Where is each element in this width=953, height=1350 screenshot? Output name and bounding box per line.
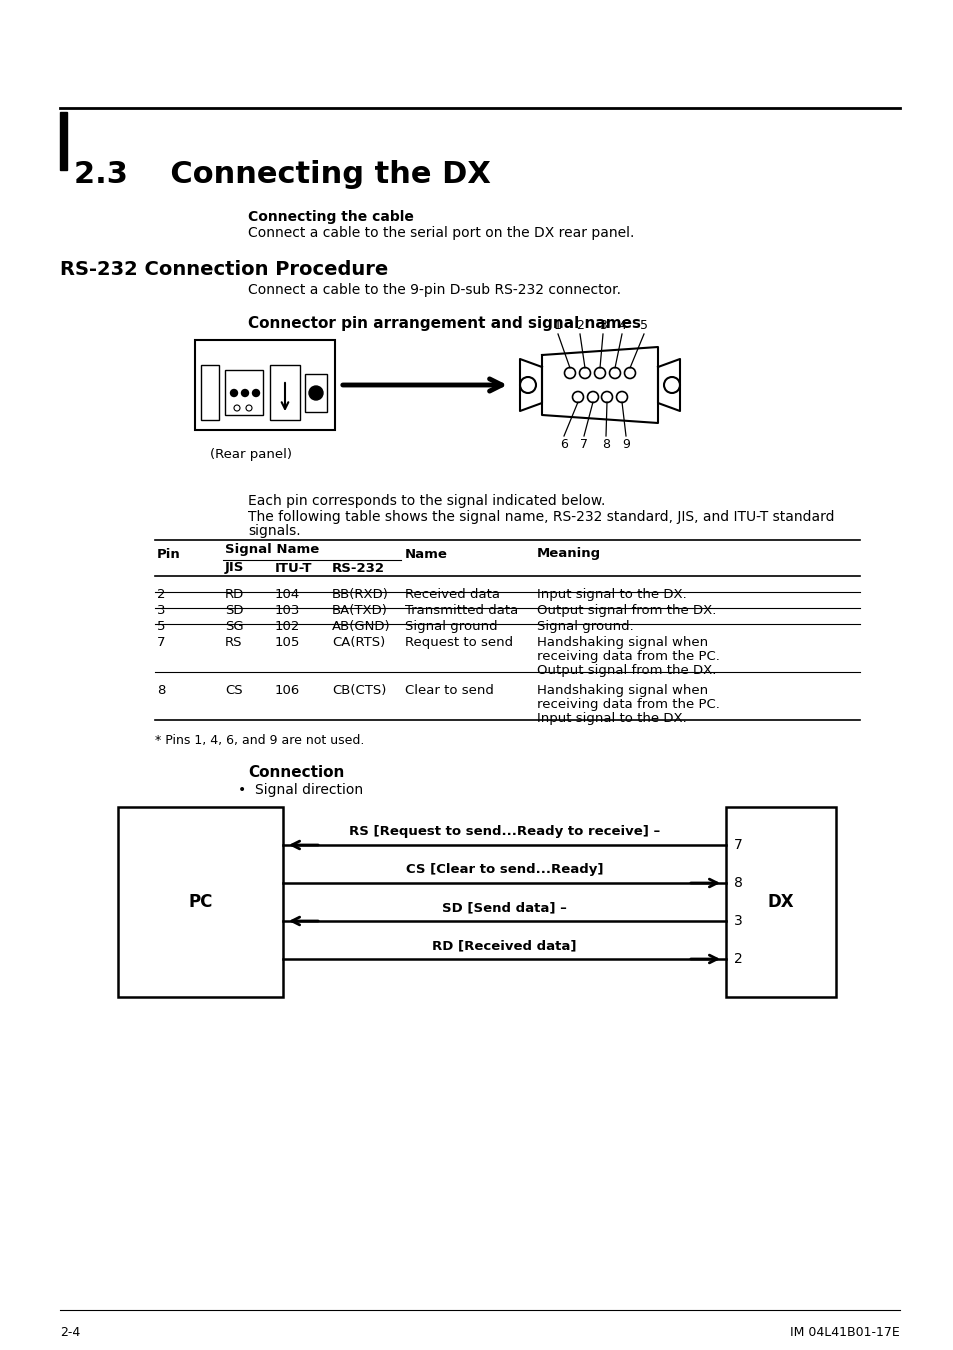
Bar <box>118 807 283 998</box>
Text: 3: 3 <box>157 603 165 617</box>
Text: SG: SG <box>225 620 243 633</box>
Bar <box>201 364 219 420</box>
Text: 104: 104 <box>274 589 300 601</box>
Text: CS: CS <box>225 684 242 697</box>
Text: Pin: Pin <box>157 548 180 560</box>
Text: SD: SD <box>225 603 243 617</box>
Bar <box>725 807 835 998</box>
Text: 103: 103 <box>274 603 300 617</box>
Text: 2: 2 <box>157 589 165 601</box>
Text: 3: 3 <box>598 319 606 332</box>
Text: 106: 106 <box>274 684 300 697</box>
Text: 7: 7 <box>579 437 587 451</box>
Text: 8: 8 <box>733 876 742 890</box>
Circle shape <box>241 390 248 397</box>
Text: Connecting the cable: Connecting the cable <box>248 211 414 224</box>
Text: The following table shows the signal name, RS-232 standard, JIS, and ITU-T stand: The following table shows the signal nam… <box>248 510 834 524</box>
Text: BA(TXD): BA(TXD) <box>332 603 388 617</box>
Text: 8: 8 <box>157 684 165 697</box>
Text: Meaning: Meaning <box>537 548 600 560</box>
Text: 102: 102 <box>274 620 300 633</box>
Text: 5: 5 <box>639 319 647 332</box>
Text: RD [Received data]: RD [Received data] <box>432 940 577 952</box>
Text: 2: 2 <box>733 952 742 967</box>
Text: 6: 6 <box>559 437 567 451</box>
Circle shape <box>253 390 259 397</box>
Text: Transmitted data: Transmitted data <box>405 603 517 617</box>
Text: Signal Name: Signal Name <box>225 544 319 556</box>
Text: 8: 8 <box>601 437 609 451</box>
Text: JIS: JIS <box>225 562 244 575</box>
Text: * Pins 1, 4, 6, and 9 are not used.: * Pins 1, 4, 6, and 9 are not used. <box>154 734 364 747</box>
Text: Connect a cable to the serial port on the DX rear panel.: Connect a cable to the serial port on th… <box>248 225 634 240</box>
Text: DX: DX <box>767 892 794 911</box>
Text: IM 04L41B01-17E: IM 04L41B01-17E <box>789 1326 899 1339</box>
Bar <box>225 370 263 414</box>
Text: RS-232: RS-232 <box>332 562 385 575</box>
Text: (Rear panel): (Rear panel) <box>210 448 292 460</box>
Text: 5: 5 <box>157 620 165 633</box>
Text: RD: RD <box>225 589 244 601</box>
Bar <box>60 112 67 170</box>
Text: 2.3    Connecting the DX: 2.3 Connecting the DX <box>74 161 491 189</box>
Text: •  Signal direction: • Signal direction <box>237 783 363 796</box>
Text: RS: RS <box>225 636 242 649</box>
Text: Connection: Connection <box>248 765 344 780</box>
Text: 2-4: 2-4 <box>60 1326 80 1339</box>
Text: Input signal to the DX.: Input signal to the DX. <box>537 711 686 725</box>
Text: signals.: signals. <box>248 524 300 539</box>
Text: Connect a cable to the 9-pin D-sub RS-232 connector.: Connect a cable to the 9-pin D-sub RS-23… <box>248 284 620 297</box>
Text: Clear to send: Clear to send <box>405 684 494 697</box>
Text: Signal ground.: Signal ground. <box>537 620 633 633</box>
Text: Request to send: Request to send <box>405 636 513 649</box>
Text: AB(GND): AB(GND) <box>332 620 390 633</box>
Circle shape <box>309 386 323 400</box>
Text: SD [Send data] –: SD [Send data] – <box>441 900 566 914</box>
Text: CA(RTS): CA(RTS) <box>332 636 385 649</box>
Text: Connector pin arrangement and signal names: Connector pin arrangement and signal nam… <box>248 316 640 331</box>
Text: Name: Name <box>405 548 447 560</box>
Text: receiving data from the PC.: receiving data from the PC. <box>537 649 720 663</box>
Text: 7: 7 <box>157 636 165 649</box>
Polygon shape <box>541 347 658 423</box>
Text: Output signal from the DX.: Output signal from the DX. <box>537 603 716 617</box>
Polygon shape <box>658 359 679 410</box>
Text: receiving data from the PC.: receiving data from the PC. <box>537 698 720 711</box>
Text: RS-232 Connection Procedure: RS-232 Connection Procedure <box>60 261 388 279</box>
Bar <box>270 364 299 420</box>
Text: Output signal from the DX.: Output signal from the DX. <box>537 664 716 676</box>
Text: Input signal to the DX.: Input signal to the DX. <box>537 589 686 601</box>
Text: CS [Clear to send...Ready]: CS [Clear to send...Ready] <box>405 863 602 876</box>
Text: RS [Request to send...Ready to receive] –: RS [Request to send...Ready to receive] … <box>349 825 659 838</box>
Text: Received data: Received data <box>405 589 499 601</box>
Polygon shape <box>519 359 541 410</box>
Text: Signal ground: Signal ground <box>405 620 497 633</box>
Text: Each pin corresponds to the signal indicated below.: Each pin corresponds to the signal indic… <box>248 494 605 508</box>
Text: BB(RXD): BB(RXD) <box>332 589 389 601</box>
Text: Handshaking signal when: Handshaking signal when <box>537 636 707 649</box>
Text: 7: 7 <box>733 838 742 852</box>
Text: 3: 3 <box>733 914 742 927</box>
Text: 2: 2 <box>576 319 583 332</box>
Text: 105: 105 <box>274 636 300 649</box>
Text: 9: 9 <box>621 437 629 451</box>
Circle shape <box>231 390 237 397</box>
Bar <box>305 374 327 412</box>
Text: 1: 1 <box>554 319 561 332</box>
Text: Handshaking signal when: Handshaking signal when <box>537 684 707 697</box>
Text: CB(CTS): CB(CTS) <box>332 684 386 697</box>
Text: 4: 4 <box>618 319 625 332</box>
Bar <box>194 340 335 431</box>
Text: PC: PC <box>188 892 213 911</box>
Text: ITU-T: ITU-T <box>274 562 313 575</box>
